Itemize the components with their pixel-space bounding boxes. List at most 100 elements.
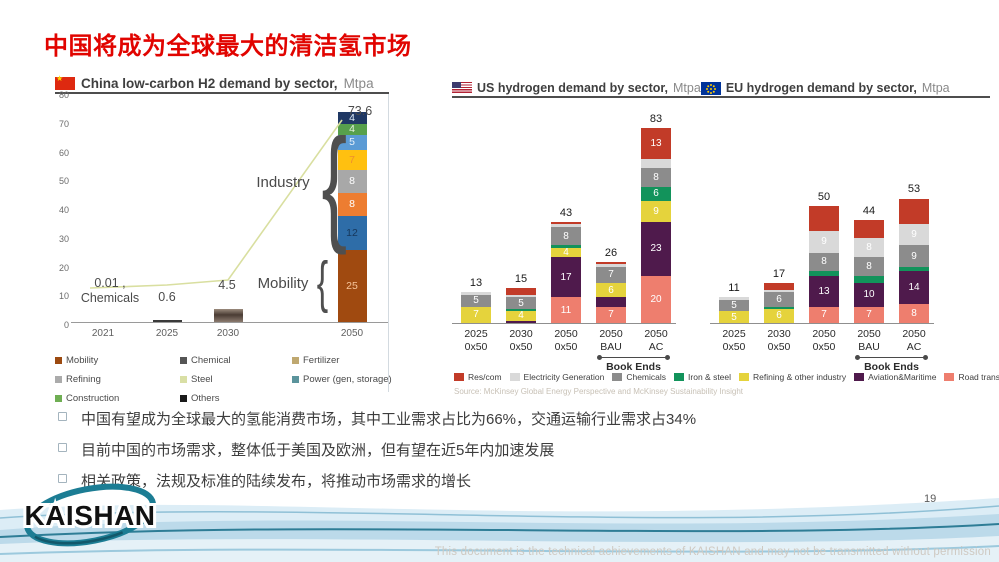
segment: 7 [337,149,367,170]
segment-aviation: 14 [899,271,929,305]
x-axis-label: 2030 [216,328,240,339]
segment-iron_steel: 6 [641,186,671,201]
segment-aviation: 13 [809,276,839,307]
segment-iron_steel [764,306,794,309]
segment-iron_steel [854,276,884,284]
x-axis-label: 2050 AC [644,328,668,353]
x-axis-label: 2021 [91,328,115,339]
segment-iron_steel [809,271,839,277]
segment-road: 7 [854,306,884,323]
segment-refining: 9 [641,200,671,222]
list-item: 目前中国的市场需求，整体低于美国及欧洲，但有望在近5年内加速发展 [58,439,968,460]
legend-label: Construction [66,393,120,404]
segment-electricity: 8 [854,238,884,258]
total-label: 15 [514,272,528,285]
legend-label: Others [191,393,220,404]
segment-chemicals: 5 [719,299,749,312]
eu-chart-unit: Mtpa [921,81,950,95]
value-label-2021: 0.01 , [94,276,126,290]
segment-electricity [551,224,581,227]
legend-label: Aviation&Maritime [868,372,937,382]
footer-disclaimer: This document is the technical achieveme… [434,546,991,558]
legend-swatch [55,395,62,402]
total-label: 26 [604,246,618,259]
y-axis-tick: 40 [58,205,69,215]
legend-swatch [180,376,187,383]
legend-label: Refining [66,374,101,385]
mobility-annotation: Mobility [257,275,309,292]
book-ends-bracket: Book Ends [855,355,928,373]
legend-item: Others [180,393,292,404]
eu-chart-area: 5 5 11 6 6 17 7 13 8 9 50 7 10 8 8 44 8 14 9 9 53 2025 0x50 203… [710,108,934,376]
bullet-square-icon [58,443,67,452]
x-axis-label: 2050 [340,328,364,339]
segment-electricity [461,292,491,295]
bar-china-2025 [152,320,182,322]
legend-swatch [454,373,464,381]
industry-brace: { [321,113,348,256]
legend-swatch [509,373,520,381]
total-label: 11 [728,282,740,295]
legend-item: Steel [180,374,292,385]
chart-source: Source: McKinsey Global Energy Perspecti… [454,387,744,396]
china-flag-icon [55,74,75,90]
book-ends-label: Book Ends [606,361,661,373]
value-label-2050: 73.6 [347,104,373,118]
segment: 25 [337,250,367,322]
segment-refining: 6 [764,308,794,323]
segment-electricity: 9 [899,224,929,246]
legend-swatch [55,357,62,364]
segment: 4 [337,112,367,124]
value-label-2025: 0.6 [158,290,176,304]
x-axis-label: 2025 0x50 [722,328,746,353]
legend-swatch [292,357,299,364]
legend-item: Fertilizer [292,355,392,366]
eu-chart-title-text: EU hydrogen demand by sector, [725,81,917,95]
industry-annotation: Industry [256,174,310,191]
segment-res_com [899,198,929,225]
legend-label: Electricity Generation [523,372,605,382]
bullet-square-icon [58,474,67,483]
segment-road: 7 [809,306,839,323]
segment-aviation: 23 [641,221,671,276]
legend-swatch [180,395,187,402]
legend-label: Steel [191,374,213,385]
segment-res_com: 13 [641,127,671,159]
legend-swatch [739,373,750,381]
us-eu-chart-legend: Res/com Electricity Generation Chemicals Ir… [454,372,999,382]
segment-electricity [506,294,536,298]
segment-electricity [764,290,794,293]
bar-eu-2050-BAU: 7 10 8 8 [854,219,884,323]
segment-refining: 4 [551,247,581,258]
segment: 8 [337,169,367,193]
segment [152,320,182,322]
segment-road: 8 [899,304,929,323]
legend-swatch [612,373,623,381]
x-axis-label: 2030 0x50 [767,328,791,353]
segment-refining: 5 [719,311,749,323]
total-label: 43 [559,206,573,219]
logo-text: KAISHAN [24,500,155,531]
segment-res_com [809,205,839,232]
bar-china-2030 [213,309,243,322]
segment-iron_steel [899,266,929,272]
legend-item: Refining [55,374,180,385]
x-axis-label: 2050 0x50 [812,328,836,353]
chemicals-label: Chemicals [80,291,140,305]
segment-road: 7 [596,306,626,323]
y-axis-tick: 80 [58,90,69,100]
total-label: 44 [862,204,876,217]
segment-res_com [551,222,581,225]
y-axis-tick: 70 [58,118,69,129]
eu-plot: 5 5 11 6 6 17 7 13 8 9 50 7 10 8 8 44 8 14 9 9 53 [710,108,934,324]
legend-label: Mobility [66,355,99,366]
book-ends-line [855,355,928,360]
legend-label: Road transport [958,372,999,382]
segment-chemicals: 9 [899,245,929,267]
total-label: 50 [817,190,831,203]
